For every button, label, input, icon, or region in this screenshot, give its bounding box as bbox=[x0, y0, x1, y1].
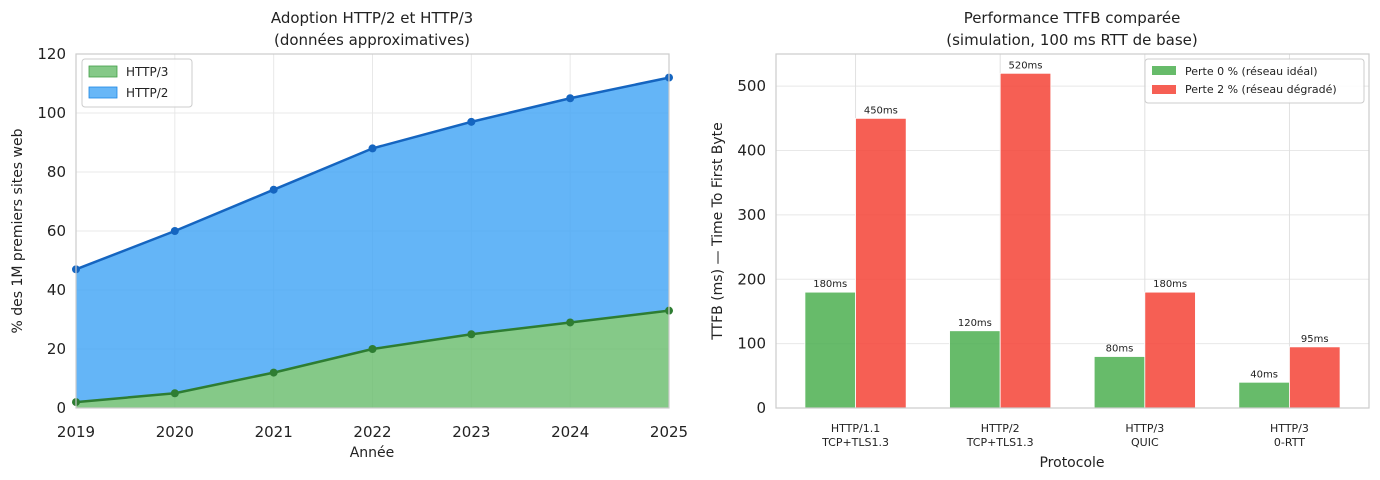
ttfb-bar-loss-2 bbox=[1289, 346, 1341, 409]
http3-point bbox=[467, 330, 476, 339]
ttfb-x-tick-label: HTTP/3 bbox=[1270, 422, 1309, 435]
adoption-chart: 2019 2020 2021 2022 2023 2024 2025 0 20 40 60 80 10… bbox=[10, 9, 688, 461]
adoption-legend: HTTP/3 HTTP/2 bbox=[81, 58, 193, 108]
ttfb-bar-loss-2 bbox=[1144, 291, 1196, 409]
ttfb-x-ticks: HTTP/1.1TCP+TLS1.3HTTP/2TCP+TLS1.3HTTP/3… bbox=[821, 422, 1309, 449]
ttfb-x-tick-label: QUIC bbox=[1131, 436, 1159, 449]
ttfb-chart: 180ms 120ms 80ms 40ms 450ms 520ms 180ms 95ms HT… bbox=[710, 9, 1370, 471]
ttfb-bar-loss-2 bbox=[999, 72, 1052, 409]
adoption-x-tick-label: 2025 bbox=[650, 423, 688, 441]
ttfb-legend-box bbox=[1144, 58, 1365, 104]
adoption-x-tick-label: 2019 bbox=[57, 423, 95, 441]
legend-swatch-http2 bbox=[88, 86, 118, 99]
ttfb-bar-value-label: 180ms bbox=[1153, 279, 1187, 290]
adoption-x-tick-label: 2022 bbox=[353, 423, 391, 441]
ttfb-x-tick-label: TCP+TLS1.3 bbox=[966, 436, 1034, 449]
ttfb-bar-value-label: 95ms bbox=[1301, 334, 1329, 345]
adoption-x-tick-label: 2020 bbox=[156, 423, 194, 441]
ttfb-bar-value-label: 180ms bbox=[813, 279, 847, 290]
adoption-y-tick-label: 60 bbox=[47, 222, 66, 240]
legend-label-loss-0: Perte 0 % (réseau idéal) bbox=[1185, 65, 1318, 78]
http2-point bbox=[566, 94, 575, 103]
ttfb-y-tick-label: 0 bbox=[756, 399, 766, 417]
ttfb-x-tick-label: TCP+TLS1.3 bbox=[821, 436, 889, 449]
adoption-y-label: % des 1M premiers sites web bbox=[10, 128, 26, 333]
http2-point bbox=[368, 144, 377, 153]
http2-point bbox=[170, 227, 179, 235]
ttfb-y-tick-label: 500 bbox=[737, 77, 766, 95]
ttfb-bars bbox=[804, 72, 1341, 409]
adoption-x-tick-label: 2021 bbox=[255, 423, 293, 441]
adoption-subtitle: (données approximatives) bbox=[274, 31, 470, 49]
ttfb-subtitle: (simulation, 100 ms RTT de base) bbox=[946, 31, 1197, 49]
ttfb-y-tick-label: 100 bbox=[737, 335, 766, 353]
ttfb-y-ticks: 0 100 200 300 400 500 bbox=[737, 77, 766, 417]
legend-label-loss-2: Perte 2 % (réseau dégradé) bbox=[1185, 83, 1337, 96]
legend-swatch-loss-2 bbox=[1152, 85, 1176, 94]
adoption-title: Adoption HTTP/2 et HTTP/3 bbox=[271, 9, 473, 27]
ttfb-bar-value-label: 80ms bbox=[1106, 344, 1134, 355]
http3-point bbox=[566, 318, 575, 327]
ttfb-x-tick-label: HTTP/2 bbox=[981, 422, 1020, 435]
http2-area bbox=[76, 77, 669, 403]
adoption-x-tick-label: 2023 bbox=[452, 423, 490, 441]
adoption-x-label: Année bbox=[350, 445, 395, 461]
http3-point bbox=[269, 368, 278, 377]
ttfb-bar-value-label: 520ms bbox=[1008, 60, 1042, 71]
ttfb-bar-loss-0 bbox=[804, 291, 856, 409]
http3-point bbox=[368, 345, 377, 353]
adoption-plot-frame bbox=[75, 53, 670, 409]
legend-swatch-http3 bbox=[88, 65, 118, 78]
ttfb-bar-value-label: 450ms bbox=[864, 105, 898, 116]
ttfb-legend: Perte 0 % (réseau idéal) Perte 2 % (rése… bbox=[1144, 58, 1365, 104]
ttfb-x-tick-label: HTTP/1.1 bbox=[831, 422, 880, 435]
ttfb-y-label: TTFB (ms) — Time To First Byte bbox=[710, 122, 726, 341]
http2-point bbox=[269, 185, 278, 194]
legend-label-http2: HTTP/2 bbox=[126, 86, 168, 100]
ttfb-y-tick-label: 400 bbox=[737, 142, 766, 160]
adoption-y-tick-label: 100 bbox=[37, 104, 66, 122]
ttfb-x-label: Protocole bbox=[1039, 455, 1104, 471]
ttfb-bar-loss-0 bbox=[1238, 381, 1290, 409]
ttfb-bar-loss-0 bbox=[1093, 356, 1146, 409]
http2-point bbox=[467, 117, 476, 126]
ttfb-x-tick-label: HTTP/3 bbox=[1125, 422, 1164, 435]
adoption-y-ticks: 0 20 40 60 80 100 120 bbox=[37, 45, 66, 417]
ttfb-bar-value-label: 40ms bbox=[1250, 369, 1278, 380]
adoption-y-tick-label: 120 bbox=[37, 45, 66, 63]
adoption-y-tick-label: 20 bbox=[47, 340, 66, 358]
adoption-y-tick-label: 80 bbox=[47, 163, 66, 181]
ttfb-plot-frame bbox=[775, 53, 1370, 409]
http3-point bbox=[170, 389, 179, 398]
ttfb-x-tick-label: 0-RTT bbox=[1274, 436, 1305, 449]
ttfb-y-tick-label: 200 bbox=[737, 270, 766, 288]
ttfb-bar-labels: 180ms 120ms 80ms 40ms 450ms 520ms 180ms 95ms bbox=[813, 60, 1328, 380]
ttfb-bar-loss-0 bbox=[949, 330, 1001, 409]
legend-label-http3: HTTP/3 bbox=[126, 65, 168, 79]
adoption-y-tick-label: 0 bbox=[56, 399, 66, 417]
ttfb-bar-value-label: 120ms bbox=[958, 318, 992, 329]
legend-swatch-loss-0 bbox=[1152, 66, 1176, 75]
ttfb-y-tick-label: 300 bbox=[737, 206, 766, 224]
adoption-y-tick-label: 40 bbox=[47, 281, 66, 299]
ttfb-title: Performance TTFB comparée bbox=[964, 9, 1181, 27]
ttfb-bar-loss-2 bbox=[855, 117, 907, 409]
adoption-x-ticks: 2019 2020 2021 2022 2023 2024 2025 bbox=[57, 423, 688, 441]
adoption-x-tick-label: 2024 bbox=[551, 423, 589, 441]
